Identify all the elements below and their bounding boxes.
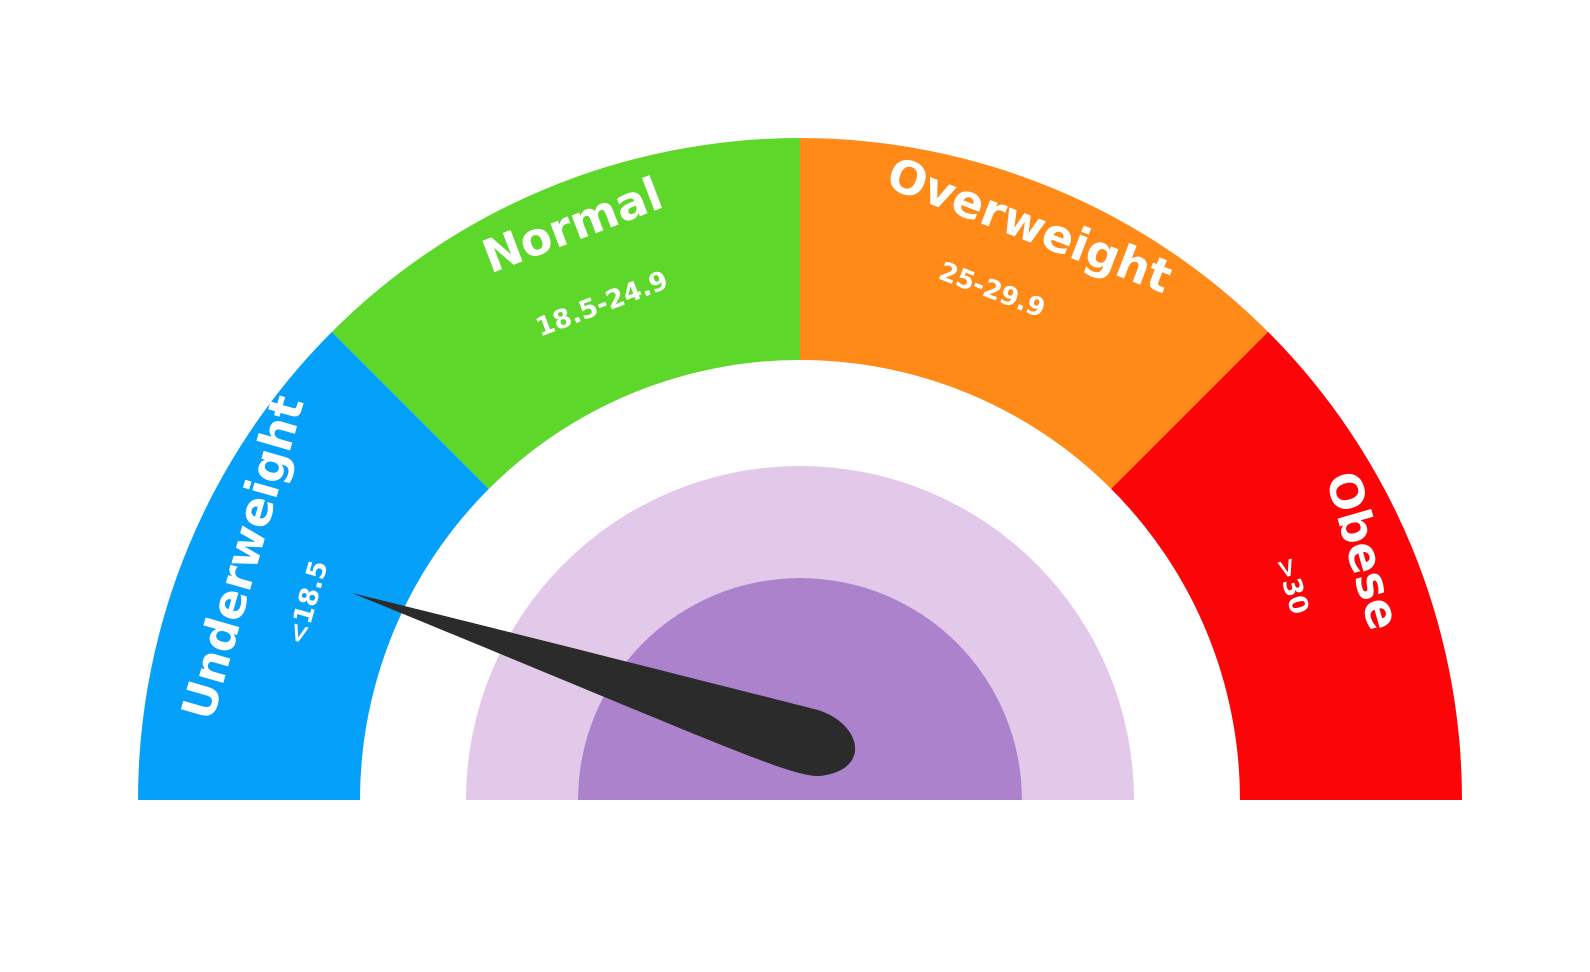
segment-obese — [1111, 331, 1462, 800]
segment-overweight — [800, 138, 1269, 489]
segment-underweight — [138, 331, 489, 800]
segment-normal — [331, 138, 800, 489]
gauge-hub-ring-inner — [578, 578, 1022, 800]
gauge-hub-ring-outer — [466, 466, 1134, 800]
gauge-needle — [352, 593, 856, 777]
